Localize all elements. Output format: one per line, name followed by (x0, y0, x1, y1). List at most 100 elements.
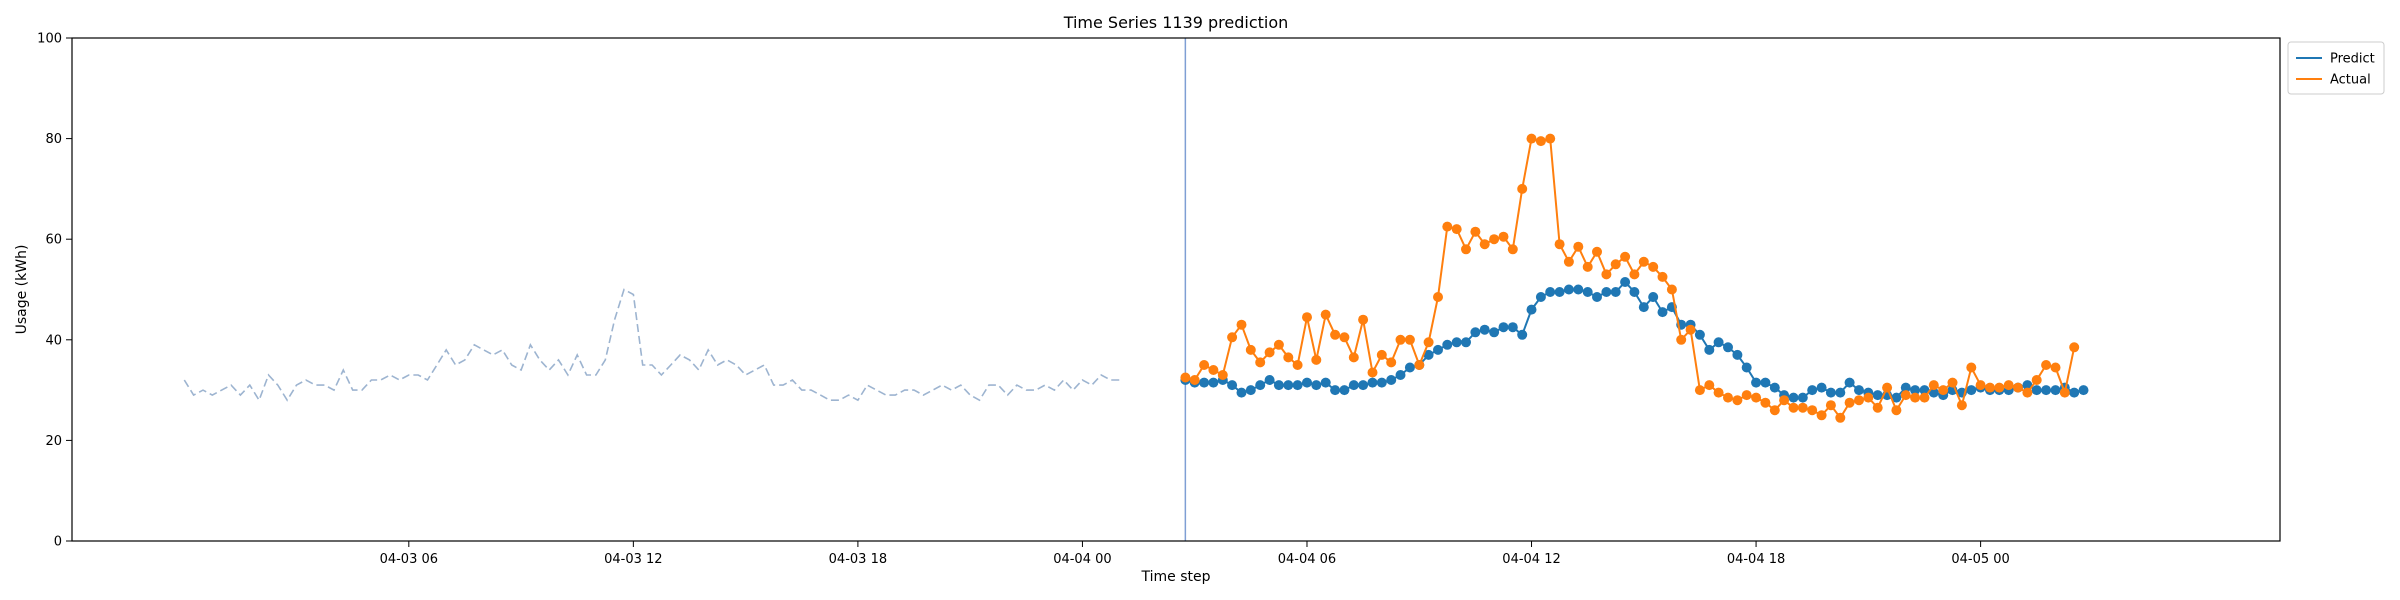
predict-point-7 (1245, 385, 1256, 396)
actual-point-19 (1358, 314, 1369, 325)
history-series-line (183, 288, 1120, 403)
predict-point-32 (1479, 324, 1490, 335)
actual-point-64 (1779, 395, 1790, 406)
legend-label-predict: Predict (2330, 52, 2375, 67)
actual-point-37 (1526, 133, 1537, 144)
actual-point-76 (1891, 405, 1902, 416)
actual-point-2 (1199, 360, 1210, 370)
actual-point-26 (1423, 337, 1434, 348)
actual-point-23 (1395, 334, 1406, 345)
x-tick-label-0: 04-03 06 (380, 552, 438, 567)
actual-point-47 (1620, 251, 1631, 262)
actual-point-53 (1676, 334, 1687, 345)
actual-point-13 (1302, 312, 1312, 323)
actual-point-92 (2041, 360, 2052, 370)
predict-point-91 (2031, 385, 2042, 396)
actual-point-36 (1517, 183, 1528, 194)
actual-point-50 (1648, 261, 1659, 272)
actual-point-60 (1741, 390, 1752, 401)
x-tick-label-4: 04-04 06 (1278, 552, 1336, 567)
actual-point-43 (1582, 261, 1593, 272)
predict-point-63 (1769, 382, 1780, 393)
predict-point-35 (1507, 322, 1518, 333)
actual-point-63 (1769, 405, 1780, 416)
predict-point-30 (1461, 337, 1471, 348)
predict-point-62 (1760, 377, 1771, 388)
actual-point-38 (1535, 136, 1546, 147)
actual-point-67 (1807, 405, 1818, 416)
predict-point-15 (1320, 377, 1331, 388)
actual-point-33 (1489, 234, 1500, 245)
actual-point-39 (1545, 133, 1556, 144)
actual-point-12 (1292, 360, 1303, 370)
predict-point-26 (1423, 349, 1434, 360)
predict-point-39 (1545, 287, 1556, 297)
actual-point-4 (1217, 370, 1228, 380)
y-tick-label-5: 100 (37, 32, 62, 47)
predict-point-29 (1451, 337, 1462, 348)
predict-point-16 (1330, 385, 1341, 396)
actual-point-85 (1975, 380, 1986, 391)
predict-point-24 (1404, 362, 1415, 373)
legend-label-actual: Actual (2330, 73, 2371, 88)
actual-point-78 (1910, 392, 1921, 403)
actual-point-66 (1797, 402, 1808, 413)
actual-point-18 (1348, 352, 1359, 363)
predict-point-8 (1255, 380, 1266, 391)
predict-point-19 (1358, 380, 1369, 391)
predict-point-95 (2069, 387, 2080, 398)
predict-point-68 (1816, 382, 1827, 393)
predict-point-61 (1751, 377, 1762, 388)
actual-point-65 (1788, 402, 1799, 413)
actual-point-11 (1283, 352, 1294, 363)
x-tick-label-7: 04-05 00 (1951, 552, 2009, 567)
predict-point-12 (1292, 380, 1303, 391)
predict-point-45 (1601, 287, 1612, 297)
predict-point-43 (1582, 287, 1593, 297)
predict-point-47 (1620, 277, 1631, 287)
actual-point-81 (1938, 385, 1949, 396)
predict-point-46 (1610, 287, 1621, 297)
predict-point-49 (1638, 302, 1649, 313)
predict-point-33 (1489, 327, 1500, 338)
actual-point-51 (1657, 271, 1668, 282)
predict-point-21 (1376, 377, 1387, 388)
actual-point-71 (1844, 397, 1855, 408)
x-axis-title: Time step (1141, 569, 1211, 585)
predict-point-42 (1573, 284, 1584, 295)
predict-point-2 (1199, 377, 1210, 388)
predict-point-58 (1723, 342, 1733, 353)
x-tick-label-5: 04-04 12 (1502, 552, 1560, 567)
predict-point-56 (1704, 344, 1715, 355)
actual-point-27 (1433, 292, 1443, 302)
actual-point-45 (1601, 269, 1612, 280)
predict-point-78 (1910, 385, 1921, 396)
actual-point-20 (1367, 367, 1378, 378)
actual-point-7 (1245, 344, 1256, 355)
actual-point-46 (1610, 259, 1621, 270)
predict-point-60 (1741, 362, 1752, 373)
x-tick-label-3: 04-04 00 (1053, 552, 1111, 567)
predict-point-72 (1854, 385, 1864, 396)
predict-point-77 (1900, 382, 1911, 393)
predict-point-96 (2078, 385, 2089, 396)
actual-point-57 (1713, 387, 1724, 398)
actual-point-68 (1816, 410, 1827, 421)
actual-point-48 (1629, 269, 1640, 280)
actual-point-16 (1330, 329, 1341, 340)
x-tick-label-2: 04-03 18 (829, 552, 887, 567)
actual-point-24 (1404, 334, 1415, 345)
actual-point-88 (2003, 380, 2014, 391)
actual-point-95 (2069, 342, 2080, 353)
predict-point-66 (1797, 392, 1808, 403)
predict-point-18 (1348, 380, 1359, 391)
predict-point-31 (1470, 327, 1481, 338)
actual-point-62 (1760, 397, 1771, 408)
y-tick-label-0: 0 (54, 535, 62, 550)
actual-point-15 (1320, 309, 1331, 320)
y-tick-label-3: 60 (45, 233, 62, 248)
predict-point-17 (1339, 385, 1350, 396)
predict-point-41 (1563, 284, 1574, 295)
